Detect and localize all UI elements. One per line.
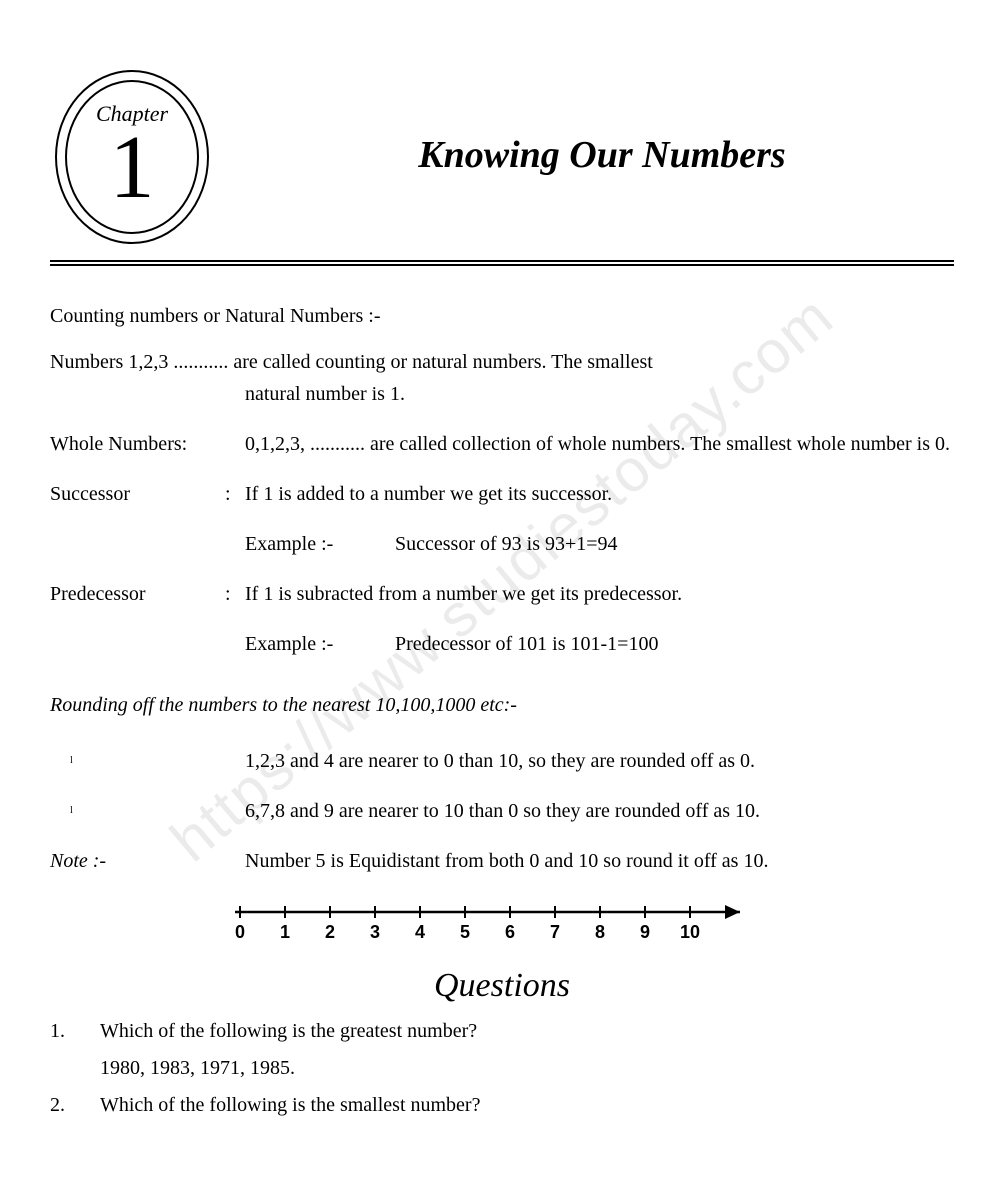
svg-text:6: 6	[505, 922, 515, 942]
bullet-icon: l	[50, 745, 245, 777]
question-2: 2. Which of the following is the smalles…	[50, 1089, 954, 1121]
successor-example-text: Successor of 93 is 93+1=94	[395, 528, 618, 560]
predecessor-row: Predecessor : If 1 is subracted from a n…	[50, 578, 954, 610]
svg-text:10: 10	[680, 922, 700, 942]
questions-heading: Questions	[50, 967, 954, 1005]
whole-numbers-text: 0,1,2,3, ........... are called collecti…	[245, 428, 954, 460]
bullet-1-text: 1,2,3 and 4 are nearer to 0 than 10, so …	[245, 745, 954, 777]
note-label: Note :-	[50, 845, 225, 877]
q1-sub-spacer	[50, 1052, 100, 1084]
page-content: Chapter 1 Knowing Our Numbers Counting n…	[50, 50, 954, 1121]
whole-numbers-row: Whole Numbers: 0,1,2,3, ........... are …	[50, 428, 954, 460]
svg-text:3: 3	[370, 922, 380, 942]
q2-number: 2.	[50, 1089, 100, 1121]
inner-circle: Chapter 1	[65, 80, 199, 234]
question-1: 1. Which of the following is the greates…	[50, 1015, 954, 1047]
whole-numbers-label: Whole Numbers:	[50, 428, 225, 460]
section-heading-natural: Counting numbers or Natural Numbers :-	[50, 301, 954, 331]
successor-example: Example :- Successor of 93 is 93+1=94	[245, 528, 954, 560]
successor-row: Successor : If 1 is added to a number we…	[50, 478, 954, 510]
number-line: 0 1 2 3 4 5 6 7 8 9 10	[220, 897, 760, 947]
predecessor-example: Example :- Predecessor of 101 is 101-1=1…	[245, 628, 954, 660]
bullet-1: l 1,2,3 and 4 are nearer to 0 than 10, s…	[50, 745, 954, 777]
q1-sub-text: 1980, 1983, 1971, 1985.	[100, 1052, 954, 1084]
successor-text: If 1 is added to a number we get its suc…	[245, 478, 954, 510]
svg-text:8: 8	[595, 922, 605, 942]
chapter-badge: Chapter 1	[50, 50, 210, 240]
divider	[50, 260, 954, 266]
predecessor-text: If 1 is subracted from a number we get i…	[245, 578, 954, 610]
number-line-svg: 0 1 2 3 4 5 6 7 8 9 10	[220, 897, 760, 947]
rounding-heading: Rounding off the numbers to the nearest …	[50, 690, 954, 720]
note-row: Note :- Number 5 is Equidistant from bot…	[50, 845, 954, 877]
svg-text:2: 2	[325, 922, 335, 942]
svg-text:9: 9	[640, 922, 650, 942]
svg-text:0: 0	[235, 922, 245, 942]
question-1-sub: 1980, 1983, 1971, 1985.	[50, 1052, 954, 1084]
q1-text: Which of the following is the greatest n…	[100, 1015, 954, 1047]
bullet-2: l 6,7,8 and 9 are nearer to 10 than 0 so…	[50, 795, 954, 827]
svg-text:1: 1	[280, 922, 290, 942]
natural-numbers-text: Numbers 1,2,3 ........... are called cou…	[50, 346, 954, 410]
successor-label: Successor	[50, 478, 225, 510]
bullet-2-text: 6,7,8 and 9 are nearer to 10 than 0 so t…	[245, 795, 954, 827]
bullet-icon: l	[50, 795, 245, 827]
predecessor-example-text: Predecessor of 101 is 101-1=100	[395, 628, 658, 660]
predecessor-label: Predecessor	[50, 578, 225, 610]
svg-text:4: 4	[415, 922, 425, 942]
note-text: Number 5 is Equidistant from both 0 and …	[245, 845, 954, 877]
natural-numbers-def: Numbers 1,2,3 ........... are called cou…	[50, 346, 954, 410]
example-label: Example :-	[245, 628, 395, 660]
q2-text: Which of the following is the smallest n…	[100, 1089, 954, 1121]
colon	[225, 845, 245, 877]
colon: :	[225, 478, 245, 510]
colon	[225, 428, 245, 460]
example-label: Example :-	[245, 528, 395, 560]
chapter-header: Chapter 1 Knowing Our Numbers	[50, 50, 954, 240]
q1-number: 1.	[50, 1015, 100, 1047]
svg-text:5: 5	[460, 922, 470, 942]
chapter-number: 1	[110, 132, 155, 204]
colon: :	[225, 578, 245, 610]
svg-text:7: 7	[550, 922, 560, 942]
page-title: Knowing Our Numbers	[250, 133, 954, 177]
